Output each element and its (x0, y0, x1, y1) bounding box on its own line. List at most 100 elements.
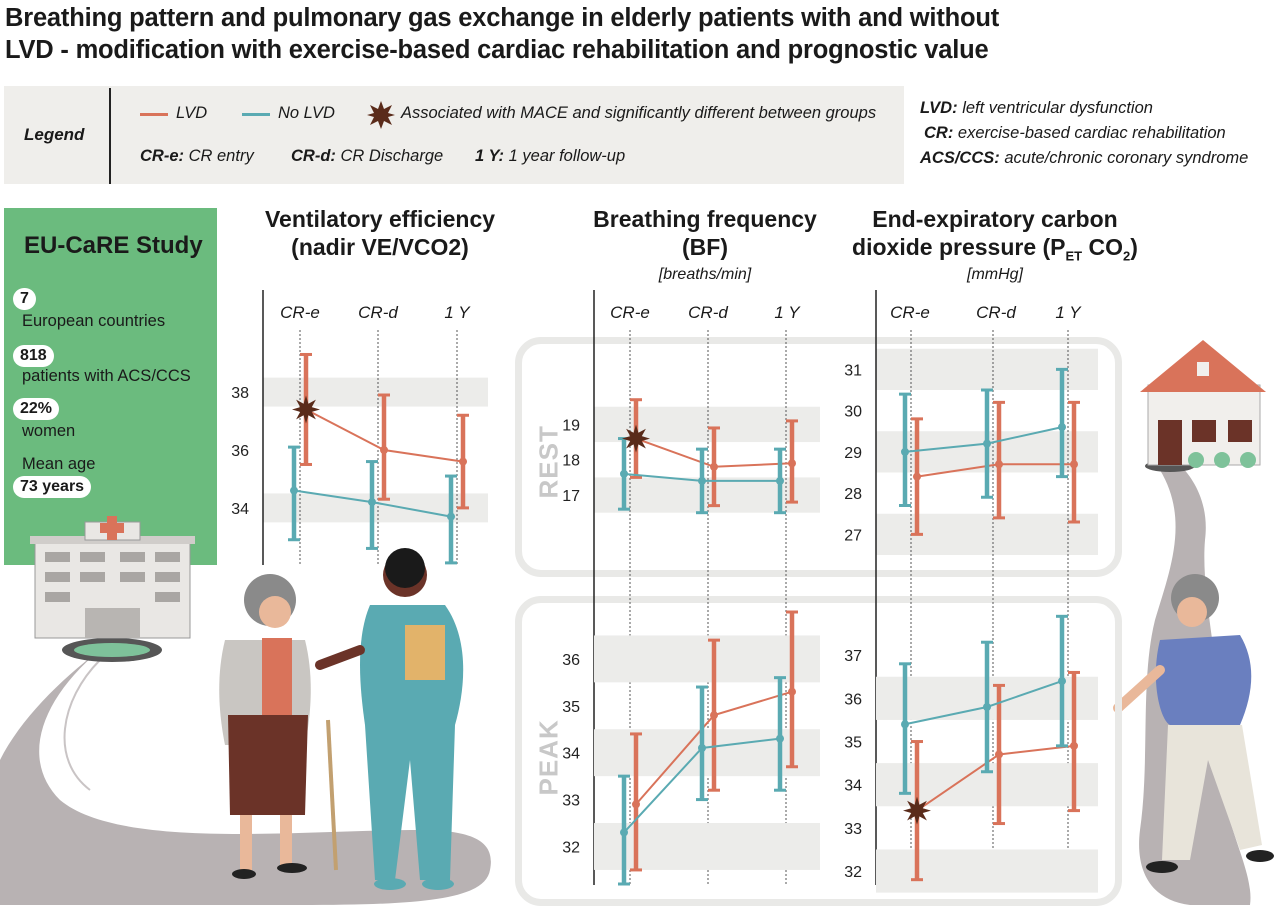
bf-rest-ytick-19: 19 (562, 417, 580, 434)
ve-title: Ventilatory efficiency (nadir VE/VCO2) (250, 205, 510, 261)
definition-acs-text: acute/chronic coronary syndrome (1004, 149, 1249, 167)
rest-frame (515, 337, 1122, 577)
pet-rest-no-lvd-point-2 (1058, 423, 1066, 432)
ve-ytick-38: 38 (231, 385, 249, 402)
pet-peak-no-lvd-point-1 (983, 702, 991, 711)
pet-rest-ytick-29: 29 (844, 445, 862, 462)
doctor-figure (315, 548, 464, 890)
definitions: LVD: left ventricular dysfunction CR: ex… (920, 96, 1248, 171)
definition-lvd: LVD: left ventricular dysfunction (920, 96, 1248, 121)
bf-rest-lvd-point-1 (710, 462, 718, 471)
bf-peak-band-36 (594, 635, 820, 683)
legend-box (4, 86, 904, 184)
pet-peak-band-32 (876, 849, 1098, 893)
legend-1y-abbr: 1 Y: (475, 147, 505, 165)
bf-rest-ytick-18: 18 (562, 453, 580, 470)
legend-cre: CR-e: CR entry (140, 147, 254, 166)
bf-rest-band-19 (594, 406, 820, 443)
bf-peak-lvd-point-0 (632, 800, 640, 809)
page-title: Breathing pattern and pulmonary gas exch… (5, 2, 1185, 66)
legend-crd-abbr: CR-d: (291, 147, 336, 165)
legend-heading: Legend (24, 125, 85, 144)
ve-title-line-2: (nadir VE/VCO2) (291, 234, 469, 260)
women-percent-badge: 22% (13, 398, 60, 420)
ve-significance-star-icon (292, 395, 320, 424)
bf-rest-no-lvd-point-1 (698, 476, 706, 485)
pet-rest-lvd-point-1 (995, 460, 1003, 469)
bf-rest-no-lvd-point-0 (620, 469, 628, 478)
pet-title: End-expiratory carbon dioxide pressure (… (840, 205, 1150, 271)
pet-title-mid: CO (1082, 234, 1124, 260)
women-label: women (22, 422, 76, 440)
bf-time-cre: CR-e (610, 303, 650, 322)
legend-no-lvd-swatch (242, 113, 270, 116)
pet-rest-ytick-30: 30 (844, 404, 862, 421)
pet-title-post: ) (1130, 234, 1138, 260)
bf-title-line-2: (BF) (682, 234, 728, 260)
pet-rest-ytick-28: 28 (844, 486, 862, 503)
pet-peak-ytick-33: 33 (844, 821, 862, 838)
pet-peak-no-lvd-point-2 (1058, 677, 1066, 686)
ve-time-1y: 1 Y (444, 303, 470, 322)
definition-acs-abbr: ACS/CCS: (920, 149, 1000, 167)
bf-rest-ytick-17: 17 (562, 488, 580, 505)
bf-unit: [breaths/min] (658, 266, 752, 283)
ve-time-crd: CR-d (358, 303, 398, 322)
pet-unit: [mmHg] (967, 266, 1023, 283)
definition-lvd-text: left ventricular dysfunction (962, 99, 1153, 117)
bf-peak-no-lvd-point-2 (776, 734, 784, 743)
ve-ytick-34: 34 (231, 501, 249, 518)
bf-peak-ytick-32: 32 (562, 839, 580, 856)
pet-rest-band-27 (876, 513, 1098, 555)
patients-label: patients with ACS/CCS (22, 367, 191, 385)
ve-no-lvd-point-0 (290, 486, 298, 495)
legend-cre-abbr: CR-e: (140, 147, 184, 165)
age-value-badge: 73 years (13, 476, 92, 498)
bf-peak-no-lvd-point-0 (620, 828, 628, 837)
ve-ytick-36: 36 (231, 443, 249, 460)
bf-peak-lvd-point-1 (710, 711, 718, 720)
ve-no-lvd-point-2 (447, 512, 455, 521)
definition-cr-text: exercise-based cardiac rehabilitation (957, 124, 1226, 142)
pet-time-1y: 1 Y (1055, 303, 1081, 322)
bf-title: Breathing frequency (BF) (575, 205, 835, 261)
legend-cre-text: CR entry (188, 147, 254, 165)
legend-crd-text: CR Discharge (340, 147, 444, 165)
legend-crd: CR-d: CR Discharge (291, 147, 443, 166)
bf-peak-no-lvd-point-1 (698, 744, 706, 752)
legend-1y: 1 Y: 1 year follow-up (475, 147, 625, 166)
title-line-2: LVD - modification with exercise-based c… (5, 36, 989, 64)
pet-rest-ytick-27: 27 (844, 527, 862, 544)
bf-rest-significance-star-icon (622, 424, 650, 453)
bf-title-line-1: Breathing frequency (593, 206, 817, 232)
legend-no-lvd-label: No LVD (278, 104, 335, 122)
pet-time-crd: CR-d (976, 303, 1016, 322)
hospital-icon (30, 516, 195, 662)
ve-lvd-point-2 (459, 457, 467, 466)
peak-frame (515, 596, 1122, 906)
pet-peak-ytick-37: 37 (844, 648, 862, 665)
ve-time-cre: CR-e (280, 303, 320, 322)
pet-title-pre: dioxide pressure (P (852, 234, 1066, 260)
bf-rest-no-lvd-point-2 (776, 476, 784, 485)
bf-peak-ytick-33: 33 (562, 793, 580, 810)
pet-time-cre: CR-e (890, 303, 930, 322)
definition-acs: ACS/CCS: acute/chronic coronary syndrome (920, 146, 1248, 171)
bf-peak-band-34 (594, 729, 820, 777)
pet-rest-ytick-31: 31 (844, 362, 862, 379)
ve-no-lvd-point-1 (368, 498, 376, 507)
bf-time-crd: CR-d (688, 303, 728, 322)
house-icon (1140, 340, 1266, 472)
pet-rest-no-lvd-point-0 (901, 447, 909, 456)
walking-woman-figure (1113, 574, 1274, 873)
bf-peak-ytick-35: 35 (562, 699, 580, 716)
ve-lvd-point-1 (380, 446, 388, 454)
bf-peak-lvd-point-2 (788, 687, 796, 696)
countries-label: European countries (22, 312, 166, 330)
definition-cr-abbr: CR: (924, 124, 954, 142)
patients-count-badge: 818 (13, 345, 54, 367)
bf-time-1y: 1 Y (774, 303, 800, 322)
elderly-woman-figure (219, 574, 338, 879)
